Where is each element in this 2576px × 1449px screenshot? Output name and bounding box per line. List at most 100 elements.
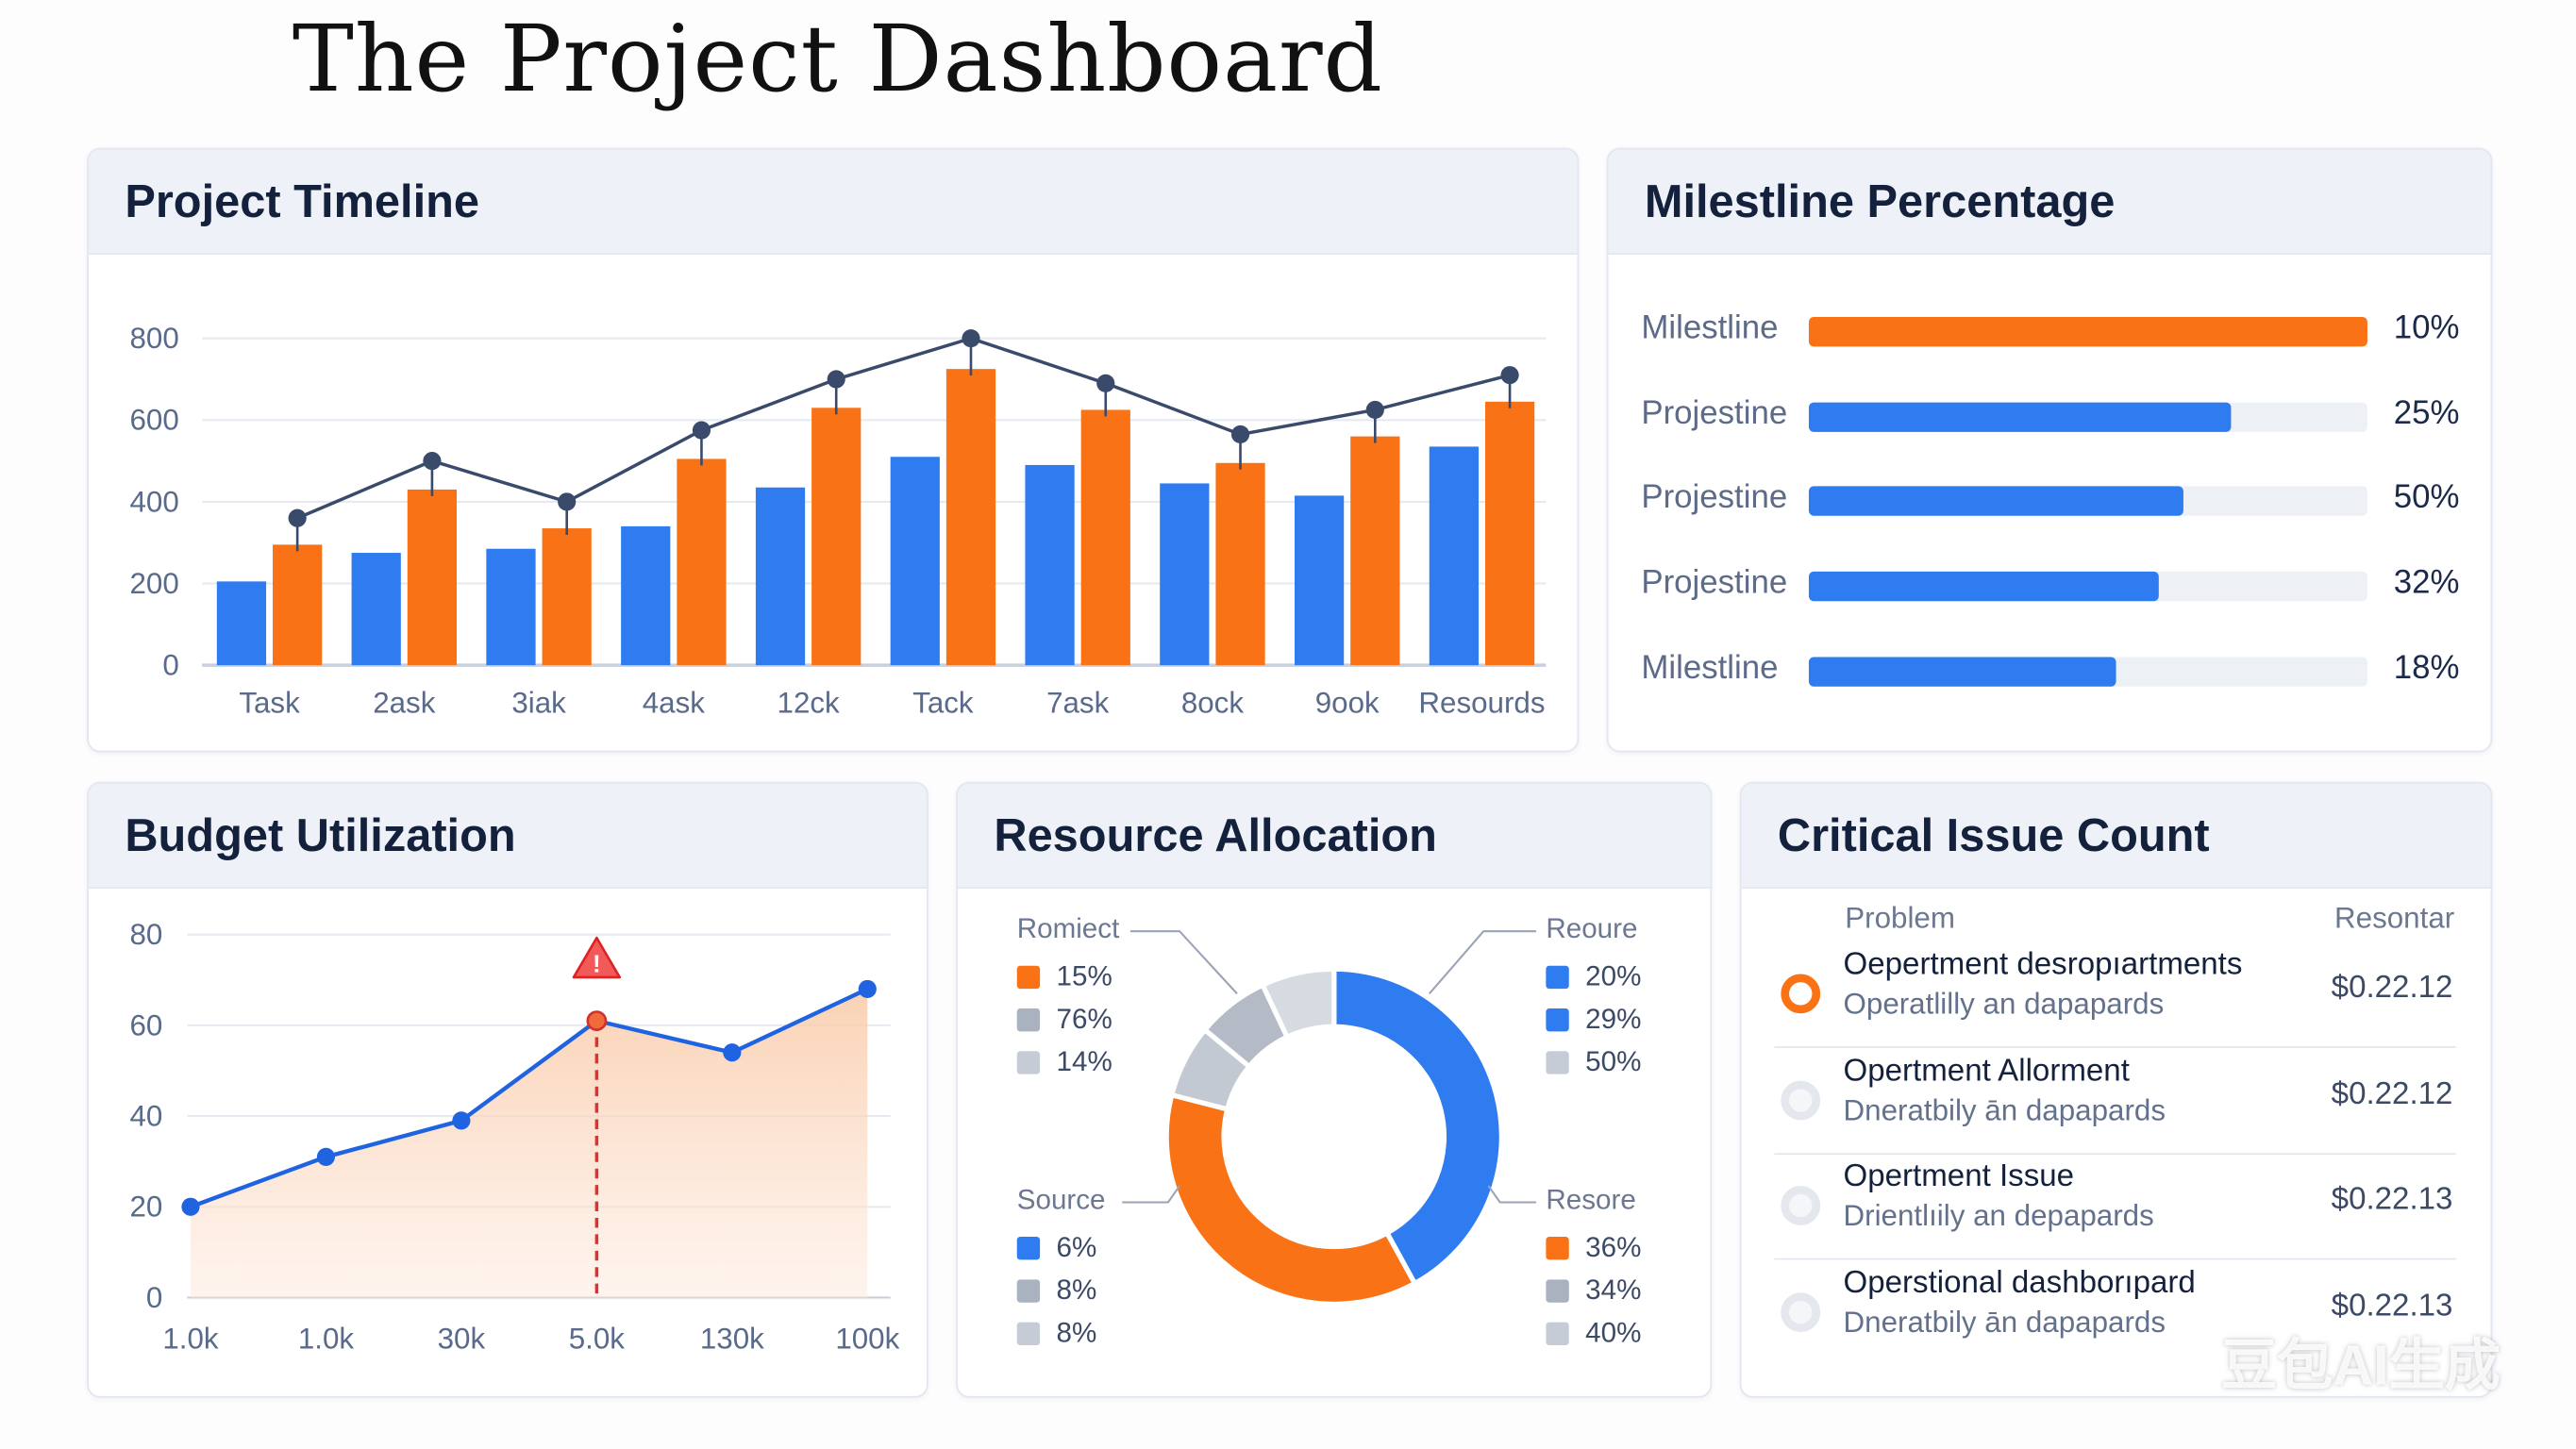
status-ring-icon-active [1781,974,1821,1014]
budget-point [452,1111,471,1130]
budget-point [586,1010,608,1031]
bar-series-1 [351,553,401,666]
progress-track [1808,657,2367,687]
legend-item: 50% [1546,1041,1641,1084]
watermark: 豆包AI生成 [2220,1335,2501,1398]
bar-series-2 [1215,462,1265,666]
x-tick-label: 1.0k [162,1322,219,1355]
trend-point [962,329,980,348]
issue-subtitle: Drientlıily an depapards [1843,1199,2154,1232]
issue-value: $0.22.13 [2331,1182,2453,1218]
resource-donut-chart [1122,930,1536,1307]
trend-point [423,452,442,471]
y-tick-label: 60 [130,1008,163,1041]
milestone-row: Projestine 50% [1641,480,2463,520]
leader-line [1428,930,1536,995]
legend-label: 8% [1056,1274,1097,1307]
legend-label: 8% [1056,1317,1097,1349]
x-tick-label: 130k [700,1322,764,1355]
legend-swatch [1546,1322,1569,1345]
card-title: Resource Allocation [958,783,1711,889]
x-tick-label: 1.0k [298,1322,355,1355]
status-ring-icon [1781,1079,1821,1120]
legend-item: 20% [1546,956,1641,998]
bar-series-1 [1294,495,1345,666]
bar-series-2 [811,408,861,666]
legend-label: 15% [1056,960,1112,992]
legend-item: 29% [1546,999,1641,1041]
milestone-label: Milestline [1641,650,1779,687]
progress-fill [1808,572,2160,602]
legend-label: 6% [1056,1231,1097,1263]
issue-row[interactable]: Operstional dashborıpard Dneratbily ān da… [1774,1259,2456,1364]
milestone-label: Projestine [1641,480,1788,517]
milestone-row: Milestline 10% [1641,310,2463,350]
issue-title: Oepertment desropıartments [1843,947,2243,983]
bar-series-1 [216,581,267,666]
trend-point [288,508,307,527]
issue-title: Opertment Allorment [1843,1053,2130,1089]
issue-subtitle: Dneratbily ān dapapards [1843,1305,2166,1339]
issue-row[interactable]: Opertment Allorment Dneratbily ān dapapar… [1774,1047,2456,1155]
bar-series-2 [1484,401,1535,666]
legend-swatch [1546,1279,1569,1303]
legend-swatch [1016,1051,1041,1074]
legend-swatch [1016,965,1041,990]
budget-point [723,1043,742,1062]
issue-subtitle: Operatlilly an dapapards [1843,987,2165,1021]
bar-series-2 [677,458,727,666]
legend-swatch [1546,1051,1569,1074]
legend-item: 14% [1016,1041,1120,1084]
legend-group: Resore 36% 34% 40% [1546,1184,1641,1355]
progress-track [1808,317,2367,347]
legend-item: 6% [1016,1227,1106,1270]
bar-series-1 [1429,446,1479,666]
legend-label: 36% [1585,1231,1642,1263]
progress-fill [1808,317,2367,347]
x-tick-label: Resourds [1418,687,1545,720]
progress-fill [1808,657,2116,687]
y-tick-label: 200 [129,567,178,600]
milestone-percentage-card: Milestline Percentage Milestline 10% Proje… [1606,147,2493,753]
leader-line [1129,930,1238,995]
resource-allocation-card: Resource Allocation Romiect 15% 76% 14% Reou… [956,781,1713,1398]
bar-series-1 [621,525,671,666]
trend-line [296,336,1511,520]
critical-issue-card: Critical Issue Count Problem Resontar Oe… [1739,781,2493,1398]
trend-point [827,370,845,389]
warning-triangle-icon [572,936,622,979]
legend-group: Source 6% 8% 8% [1016,1184,1106,1355]
warning-exclamation: ! [593,950,601,978]
milestone-label: Projestine [1641,395,1788,432]
legend-swatch [1546,1237,1569,1260]
card-title: Budget Utilization [89,783,927,889]
milestone-row: Milestline 18% [1641,650,2463,690]
budget-line [190,987,869,1209]
bar-series-1 [486,548,536,666]
legend-item: 34% [1546,1270,1641,1312]
page-title: The Project Dashboard [292,6,1383,114]
issue-row[interactable]: Oepertment desropıartments Operatlilly an… [1774,941,2456,1048]
bar-series-2 [1350,436,1400,666]
issue-subtitle: Dneratbily ān dapapards [1843,1092,2166,1126]
y-tick-label: 600 [129,404,178,437]
legend-item: 40% [1546,1312,1641,1355]
budget-point [316,1147,336,1166]
x-tick-label: Tack [912,687,974,720]
card-title: Critical Issue Count [1741,783,2491,889]
timeline-chart: 0 200 400 600 800 Task 2ask 3iak 4ask 12ck Tack 7as… [129,322,1547,720]
legend-item: 76% [1016,999,1120,1041]
x-tick-label: 12ck [778,687,841,720]
milestone-percent: 10% [2393,310,2460,347]
milestone-percent: 25% [2393,395,2460,432]
project-timeline-card: Project Timeline 0 200 400 600 800 Task 2ask 3i… [87,147,1580,753]
x-tick-label: 7ask [1046,687,1110,720]
trend-point [1230,425,1250,444]
legend-title: Source [1016,1184,1106,1216]
milestone-percent: 32% [2393,565,2460,602]
y-tick-label: 40 [130,1100,163,1133]
trend-point [1500,366,1519,385]
bar-series-2 [1080,409,1130,666]
issue-row[interactable]: Opertment Issue Drientlıily an depapards $… [1774,1153,2456,1260]
